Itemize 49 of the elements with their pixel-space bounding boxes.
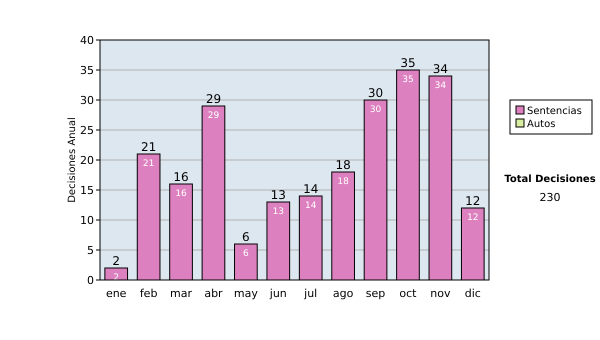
x-tick-label: abr [204,287,224,300]
y-tick-label: 30 [80,94,94,107]
data-label: 35 [402,75,414,85]
x-tick-label: feb [140,287,158,300]
x-tick-label: may [234,287,258,300]
x-tick-label: sep [366,287,386,300]
legend-label: Autos [527,119,556,130]
total-label: 13 [270,188,286,202]
y-tick-label: 0 [87,274,94,287]
y-tick-label: 5 [87,244,94,257]
total-label: 18 [335,158,351,172]
data-label: 21 [142,159,154,169]
x-tick-label: ago [332,287,354,300]
y-tick-label: 10 [80,214,94,227]
y-tick-label: 15 [80,184,94,197]
y-tick-label: 35 [80,64,94,77]
total-label: 29 [206,92,222,106]
total-label: 35 [400,56,416,70]
total-label: 12 [465,194,480,208]
total-label: 14 [303,182,318,196]
data-label: 18 [337,177,350,187]
legend-label: Sentencias [527,106,582,117]
text: 230 [540,191,560,204]
data-label: 16 [175,189,188,199]
text: Total Decisiones [504,174,596,185]
x-tick-label: dic [464,287,481,300]
y-tick-label: 25 [80,124,94,137]
total-label: 21 [140,140,156,154]
total-label: 34 [432,62,448,76]
data-label: 12 [467,213,479,223]
total-label: 2 [112,254,120,268]
y-axis-title: Decisiones Anual [67,117,78,203]
total-label: 16 [173,170,189,184]
data-label: 29 [208,111,220,121]
total-label: 30 [368,86,384,100]
total-label: 6 [242,230,250,244]
x-tick-label: jun [268,287,287,300]
data-label: 14 [304,201,317,211]
x-tick-label: ene [106,287,127,300]
data-label: 6 [243,249,250,259]
x-tick-label: oct [399,287,418,300]
data-label: 30 [370,105,382,115]
data-label: 13 [272,207,284,217]
x-tick-label: jul [303,287,318,300]
y-tick-label: 40 [80,34,94,47]
data-label: 34 [434,81,446,91]
x-tick-label: mar [170,287,193,300]
x-tick-label: nov [430,287,451,300]
y-tick-label: 20 [80,154,94,167]
